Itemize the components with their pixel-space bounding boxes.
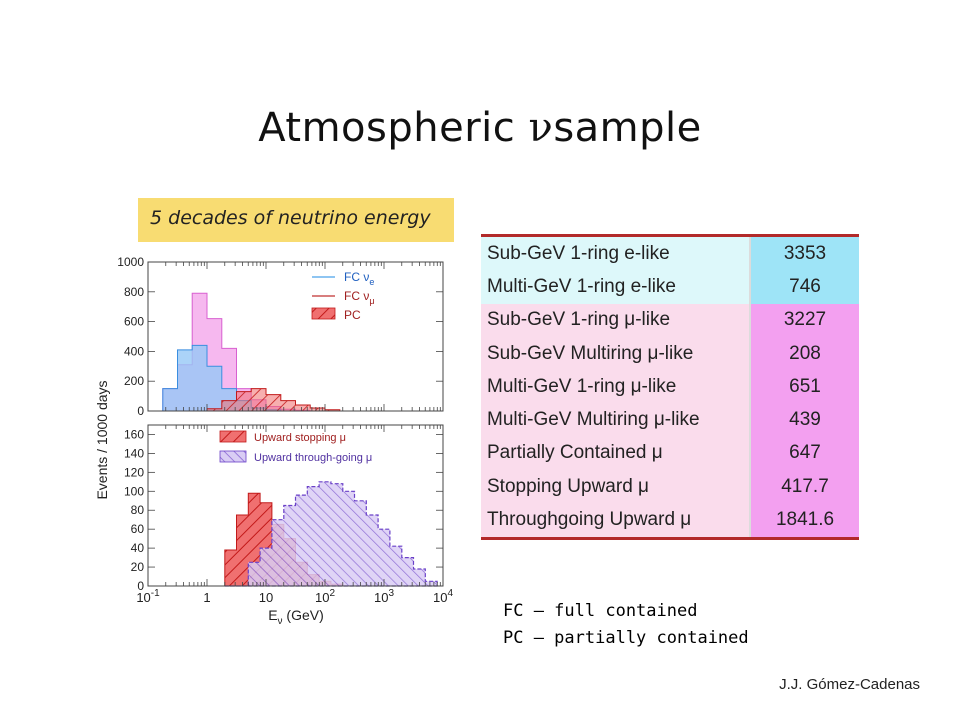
bottom-legend: Upward stopping μ Upward through-going μ (219, 430, 372, 464)
x-tick-label: 1 (203, 590, 210, 605)
legend-label: FC νμ (344, 289, 375, 306)
sample-label: Partially Contained μ (481, 436, 750, 471)
table-row: Partially Contained μ 647 (481, 436, 859, 471)
y-tick-label: 60 (131, 522, 145, 536)
bottom-plot-frame (147, 424, 444, 587)
sample-count: 1841.6 (749, 503, 859, 539)
sample-count: 651 (749, 370, 859, 404)
title-text: Atmospheric (258, 105, 529, 151)
y-tick-label: 120 (124, 465, 144, 479)
sample-count: 439 (749, 403, 859, 437)
abbreviation-notes: FC – full contained PC – partially conta… (503, 598, 749, 652)
top-histogram-panel: 0 200 400 600 800 1000 FC νe FC νμ PC (117, 255, 444, 418)
x-tick-label: 103 (374, 588, 394, 605)
y-tick-label: 800 (124, 285, 144, 299)
sample-label: Sub-GeV 1-ring μ-like (481, 303, 750, 337)
sample-label: Sub-GeV 1-ring e-like (481, 235, 750, 271)
sample-label: Multi-GeV Multiring μ-like (481, 403, 750, 437)
title-nu-symbol: ν (528, 105, 554, 151)
legend-label: FC νe (344, 270, 374, 287)
y-tick-label: 0 (137, 579, 144, 593)
table-row: Throughgoing Upward μ 1841.6 (481, 503, 859, 539)
upward-throughgoing-histogram (224, 481, 438, 587)
table-row: Multi-GeV 1-ring e-like 746 (481, 270, 859, 304)
y-tick-label: 1000 (117, 255, 144, 269)
x-tick-label: 10-1 (136, 588, 160, 605)
author-credit: J.J. Gómez-Cadenas (779, 676, 920, 693)
legend-label: Upward stopping μ (254, 432, 346, 444)
y-tick-label: 400 (124, 344, 144, 358)
sample-count: 208 (749, 336, 859, 371)
y-tick-label: 0 (137, 404, 144, 418)
sample-label: Multi-GeV 1-ring μ-like (481, 370, 750, 404)
sample-count: 417.7 (749, 470, 859, 504)
table-row: Multi-GeV Multiring μ-like 439 (481, 403, 859, 437)
table-row: Sub-GeV Multiring μ-like 208 (481, 336, 859, 371)
y-tick-label: 200 (124, 374, 144, 388)
table-row: Sub-GeV 1-ring μ-like 3227 (481, 303, 859, 337)
x-tick-label: 102 (315, 588, 335, 605)
x-axis-label: Eν (GeV) (268, 607, 324, 627)
legend-label: Upward through-going μ (254, 452, 372, 464)
legend-label: PC (344, 308, 361, 322)
y-tick-label: 600 (124, 315, 144, 329)
sample-count: 647 (749, 436, 859, 471)
note-fc: FC – full contained (503, 601, 698, 621)
bottom-histogram-panel: 0 20 40 60 80 100 120 140 160 10-1 1 10 102 103 104 Eν … (124, 424, 453, 627)
sample-count: 3227 (749, 303, 859, 337)
sample-label: Sub-GeV Multiring μ-like (481, 336, 750, 371)
legend-swatch-throughgoing (219, 450, 247, 463)
banner-text: 5 decades of neutrino energy (150, 207, 431, 229)
legend-swatch-stopping (219, 430, 247, 443)
note-pc: PC – partially contained (503, 628, 749, 648)
x-tick-label: 10 (259, 590, 273, 605)
y-tick-label: 40 (131, 541, 145, 555)
y-tick-label: 20 (131, 560, 145, 574)
table-row: Sub-GeV 1-ring e-like 3353 (481, 235, 859, 271)
energy-banner: 5 decades of neutrino energy (138, 198, 454, 242)
table-row: Stopping Upward μ 417.7 (481, 470, 859, 504)
x-tick-label: 104 (433, 588, 453, 605)
sample-label: Multi-GeV 1-ring e-like (481, 270, 750, 304)
top-plot-frame (147, 261, 444, 412)
y-tick-label: 140 (124, 446, 144, 460)
legend-swatch-pc (311, 307, 336, 320)
top-legend: FC νe FC νμ PC (311, 270, 375, 322)
sample-count: 746 (749, 270, 859, 304)
title-text-end: sample (553, 105, 702, 151)
y-tick-label: 100 (124, 484, 144, 498)
y-axis-label: Events / 1000 days (94, 380, 110, 499)
table-row: Multi-GeV 1-ring μ-like 651 (481, 370, 859, 404)
sample-count: 3353 (749, 235, 859, 271)
slide-title: Atmospheric νsample (0, 105, 960, 151)
sample-label: Stopping Upward μ (481, 470, 750, 504)
y-tick-label: 160 (124, 427, 144, 441)
sample-label: Throughgoing Upward μ (481, 503, 750, 539)
y-tick-label: 80 (131, 503, 145, 517)
sample-table: Sub-GeV 1-ring e-like 3353 Multi-GeV 1-rin… (481, 234, 859, 540)
